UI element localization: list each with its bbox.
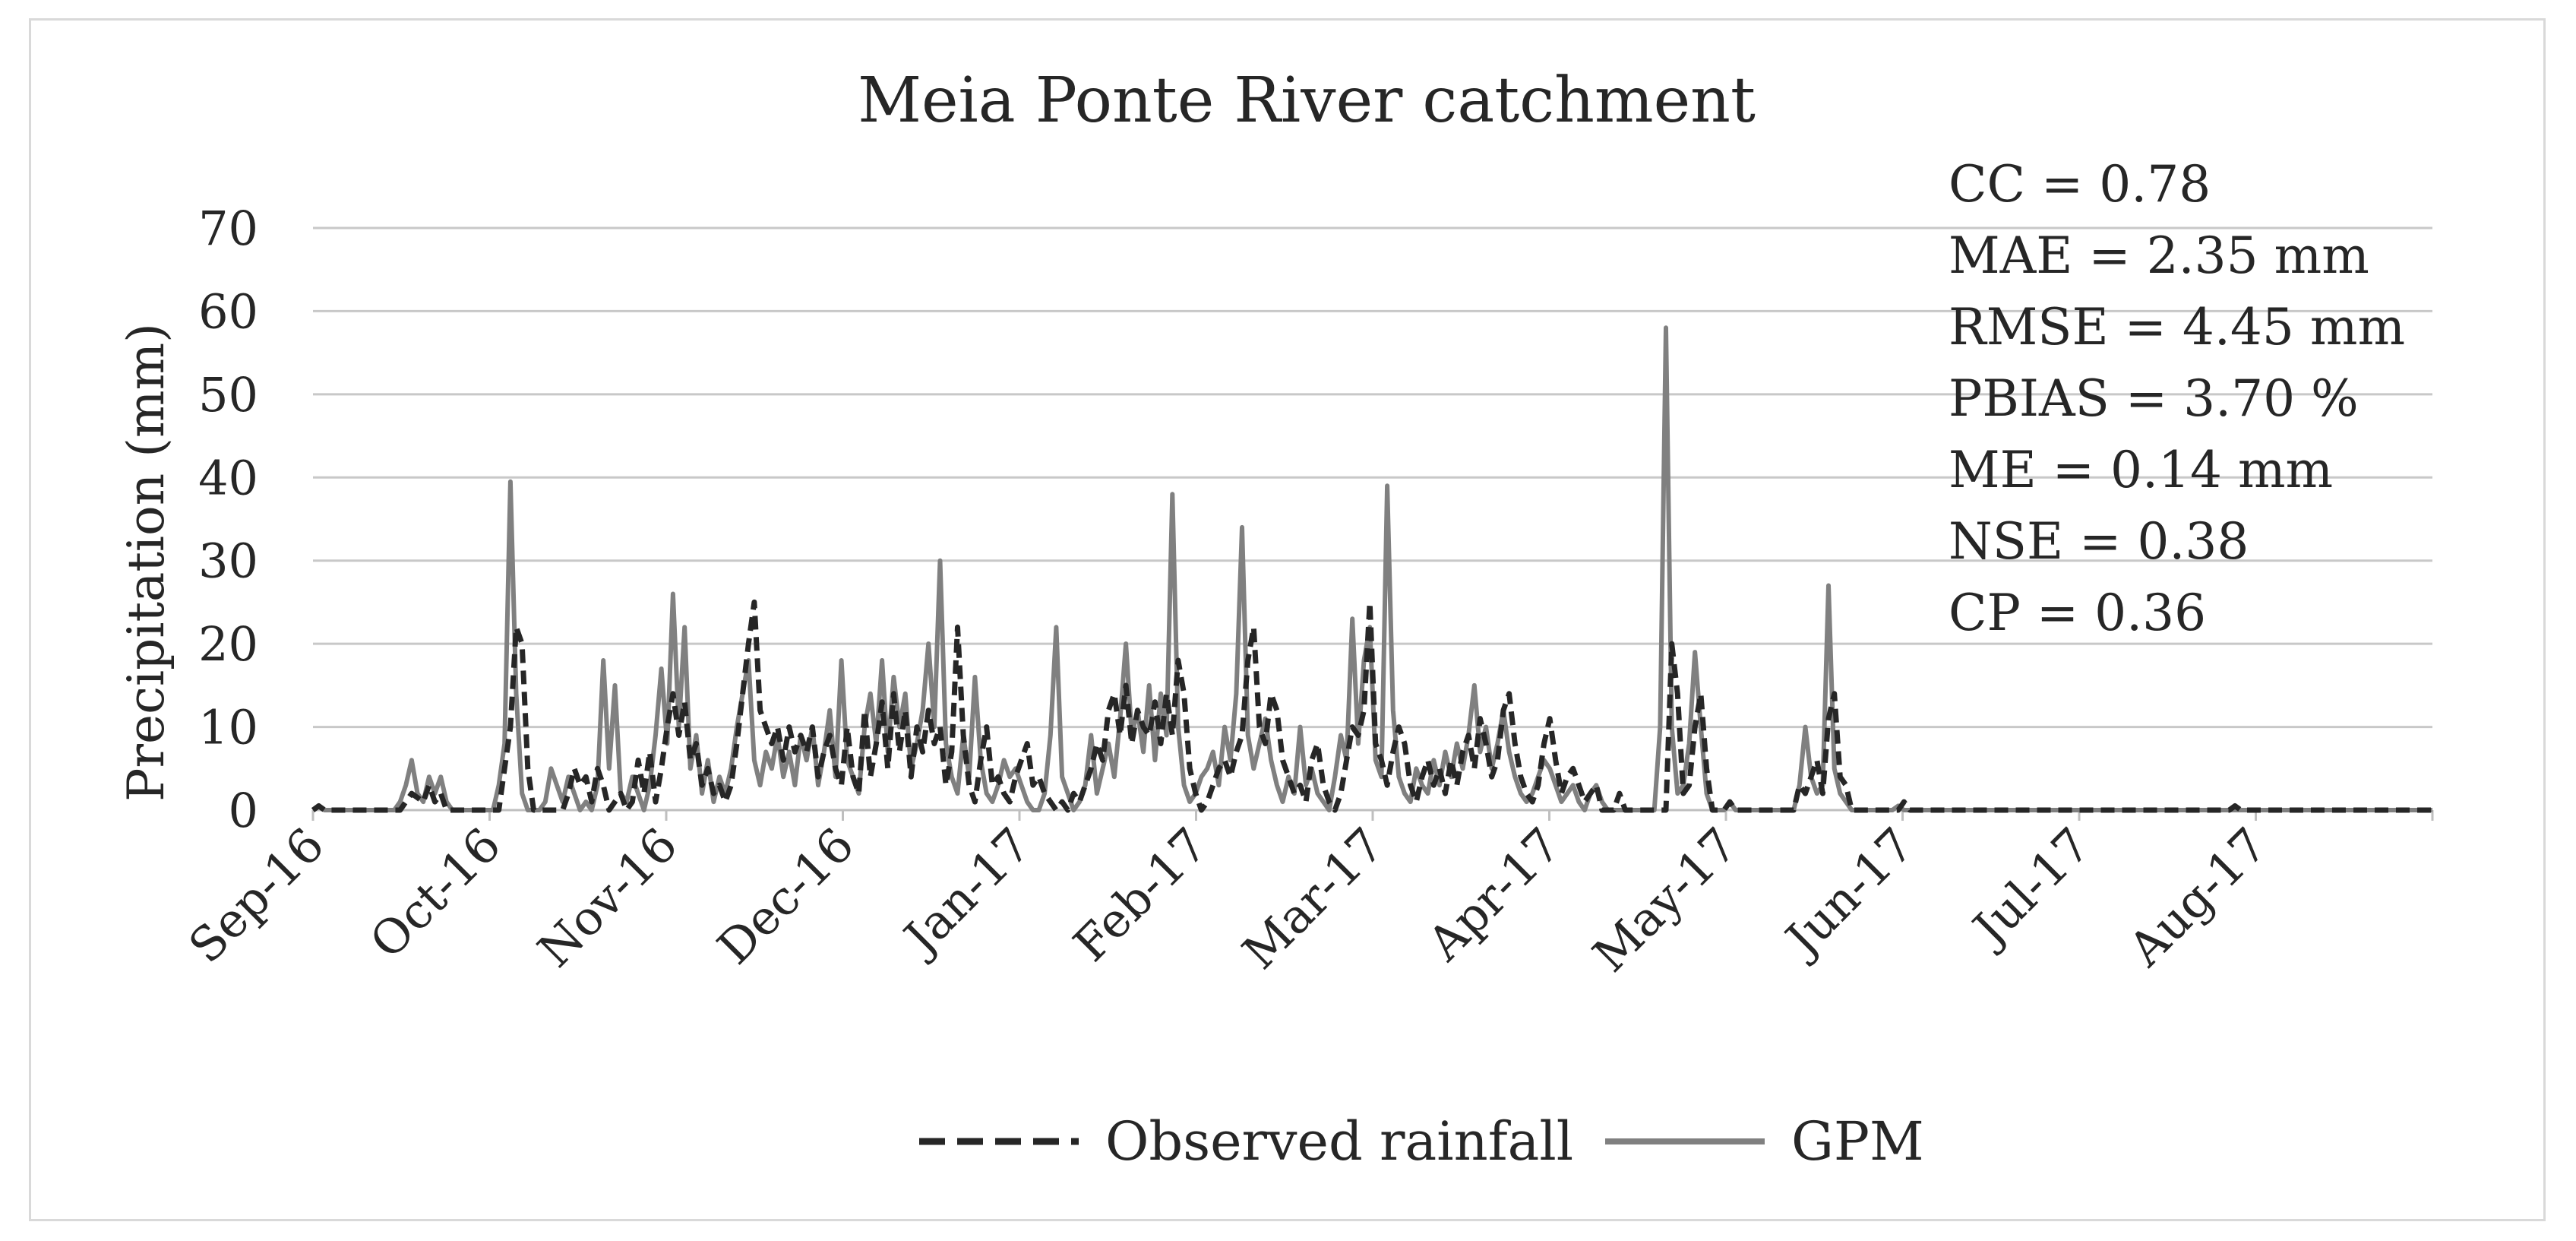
y-tick-label: 10 <box>198 700 258 755</box>
x-tick-label: Sep-16 <box>178 817 334 973</box>
x-tick-label: Jan-17 <box>890 817 1041 967</box>
legend: Observed rainfall GPM <box>919 1110 1924 1173</box>
x-tick-label: Jul-17 <box>1959 817 2100 958</box>
stats-box: CC = 0.78 MAE = 2.35 mm RMSE = 4.45 mm PBIA… <box>1949 155 2405 642</box>
x-tick-label: Dec-16 <box>706 817 864 975</box>
legend-label: Observed rainfall <box>1105 1110 1573 1173</box>
stat-line: CC = 0.78 <box>1949 155 2211 214</box>
series-line-observed-rainfall <box>311 599 2432 813</box>
y-axis-label: Precipitation (mm) <box>117 323 175 802</box>
y-tick-label: 50 <box>198 367 258 423</box>
series-lines <box>311 325 2432 813</box>
stat-line: NSE = 0.38 <box>1949 512 2249 571</box>
chart-title: Meia Ponte River catchment <box>858 65 1756 137</box>
x-tick-label: Aug-17 <box>2117 817 2277 977</box>
chart-frame <box>29 18 2546 1221</box>
stat-line: MAE = 2.35 mm <box>1949 226 2369 285</box>
stat-line: RMSE = 4.45 mm <box>1949 298 2405 356</box>
y-tick-label: 70 <box>198 201 258 256</box>
legend-label: GPM <box>1791 1110 1924 1173</box>
x-tick-label: Apr-17 <box>1416 817 1571 972</box>
stat-line: PBIAS = 3.70 % <box>1949 369 2359 428</box>
x-tick-label: Feb-17 <box>1063 817 1218 972</box>
x-tick-label: Oct-16 <box>359 817 511 969</box>
stat-line: ME = 0.14 mm <box>1949 441 2333 499</box>
x-tick-labels: Sep-16 Oct-16 Nov-16 Dec-16 Jan-17 Feb-17 Mar-… <box>178 817 2277 983</box>
y-tick-label: 20 <box>198 616 258 672</box>
y-tick-labels: 0 10 20 30 40 50 60 70 <box>198 201 258 838</box>
y-tick-label: 30 <box>198 533 258 589</box>
series-line-gpm <box>311 325 2432 812</box>
x-tick-label: May-17 <box>1582 817 1748 983</box>
x-tick-label: Nov-16 <box>527 817 688 978</box>
x-tick-label: Jun-17 <box>1772 817 1925 970</box>
y-tick-label: 60 <box>198 283 258 339</box>
stat-line: CP = 0.36 <box>1949 584 2206 642</box>
x-tick-label: Mar-17 <box>1231 817 1394 980</box>
y-tick-label: 40 <box>198 450 258 505</box>
y-tick-label: 0 <box>229 783 258 838</box>
